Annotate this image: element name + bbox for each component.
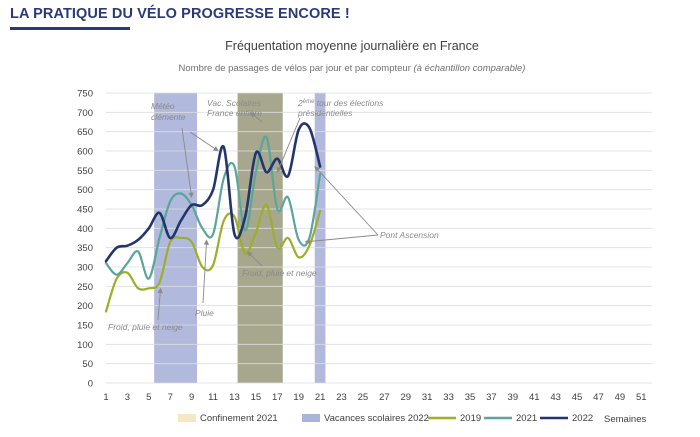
y-tick-label: 100 (77, 340, 93, 351)
chart-subtitle: Nombre de passages de vélos par jour et … (179, 63, 526, 74)
annotation-label: Froid, pluie et neige (242, 268, 317, 278)
x-tick-label: 19 (293, 392, 304, 403)
y-tick-label: 450 (77, 205, 93, 216)
annotation-label: Pluie (195, 308, 214, 318)
legend-swatch (302, 414, 320, 422)
y-tick-label: 650 (77, 127, 93, 138)
x-tick-label: 13 (229, 392, 240, 403)
annotation-arrow (250, 111, 263, 123)
annotation-label: Froid, pluie et neige (108, 322, 183, 332)
y-tick-label: 150 (77, 321, 93, 332)
chart-subtitle-main: Nombre de passages de vélos par jour et … (179, 63, 411, 74)
annotation-arrow (202, 239, 210, 304)
y-tick-label: 750 (77, 89, 93, 100)
y-tick-label: 400 (77, 224, 93, 235)
x-tick-label: 35 (465, 392, 476, 403)
annotation-arrow (304, 234, 379, 245)
annotation-label: Pont Ascension (380, 230, 439, 240)
data-series (104, 122, 322, 313)
annotation-arrow (181, 127, 194, 198)
x-tick-label: 39 (508, 392, 519, 403)
y-axis-ticks: 0 50 100 150 200 250 300 350 400 450 500 550 600 650 7… (77, 89, 93, 390)
y-tick-label: 550 (77, 166, 93, 177)
x-tick-label: 47 (593, 392, 604, 403)
y-tick-label: 500 (77, 185, 93, 196)
x-tick-label: 5 (146, 392, 151, 403)
x-tick-label: 43 (550, 392, 561, 403)
legend-label: Confinement 2021 (200, 413, 278, 424)
y-tick-label: 700 (77, 108, 93, 119)
annotation-arrow (246, 251, 263, 267)
legend-label: Vacances scolaires 2022 (324, 413, 429, 424)
x-tick-label: 11 (208, 392, 218, 403)
y-tick-label: 300 (77, 263, 93, 274)
x-tick-label: 23 (336, 392, 347, 403)
x-tick-label: 41 (529, 392, 540, 403)
series-line-2021 (104, 135, 322, 280)
page-headline: LA PRATIQUE DU VÉLO PROGRESSE ENCORE ! (10, 6, 350, 22)
x-tick-label: 51 (636, 392, 647, 403)
x-tick-label: 15 (251, 392, 262, 403)
y-tick-label: 600 (77, 147, 93, 158)
annotation-arrow (157, 287, 163, 321)
x-axis-ticks: 1 3 5 7 9 11 13 15 17 19 21 23 25 27 29 31 33 35 37 39 41 43 4… (103, 392, 646, 403)
annotation-arrow (276, 117, 301, 173)
band-overlap (237, 93, 283, 383)
annotation-label: 2ème tour des élections présidentielles (297, 98, 384, 118)
y-tick-label: 200 (77, 301, 93, 312)
y-tick-label: 250 (77, 282, 93, 293)
y-tick-label: 350 (77, 243, 93, 254)
series-line-2019 (104, 203, 322, 313)
grid-lines (106, 92, 652, 384)
x-tick-label: 45 (572, 392, 583, 403)
x-tick-label: 33 (443, 392, 454, 403)
x-tick-label: 17 (272, 392, 283, 403)
x-tick-label: 49 (615, 392, 626, 403)
legend-swatch (178, 414, 196, 422)
x-tick-label: 7 (168, 392, 173, 403)
annotation-arrow (189, 131, 219, 152)
chart-subtitle-note: (à échantillon comparable) (414, 63, 526, 74)
x-tick-label: 21 (315, 392, 326, 403)
headline-underline (10, 27, 130, 30)
annotation-label: Vac. Scolaires France entière (207, 98, 262, 118)
x-tick-label: 1 (103, 392, 108, 403)
annotation-label: Météo clémente (151, 101, 186, 122)
y-tick-label: 50 (82, 359, 93, 370)
x-tick-label: 31 (422, 392, 433, 403)
x-tick-label: 3 (125, 392, 130, 403)
legend: Confinement 2021 Vacances scolaires 2022 2… (178, 413, 593, 424)
chart-title: Fréquentation moyenne journalière en Fra… (225, 39, 479, 53)
series-line-2022 (104, 122, 322, 263)
x-axis-label: Semaines (604, 414, 646, 425)
x-tick-label: 25 (358, 392, 369, 403)
y-tick-label: 0 (88, 379, 93, 390)
annotation-arrow (314, 166, 379, 236)
band-vacances-2 (314, 93, 326, 383)
x-tick-label: 27 (379, 392, 390, 403)
annotations: Météo clémente Vac. Scolaires France entièr… (108, 98, 439, 332)
legend-label: 2019 (460, 413, 481, 424)
x-tick-label: 37 (486, 392, 497, 403)
x-tick-label: 29 (400, 392, 411, 403)
x-tick-label: 9 (189, 392, 194, 403)
legend-label: 2022 (572, 413, 593, 424)
legend-label: 2021 (516, 413, 537, 424)
